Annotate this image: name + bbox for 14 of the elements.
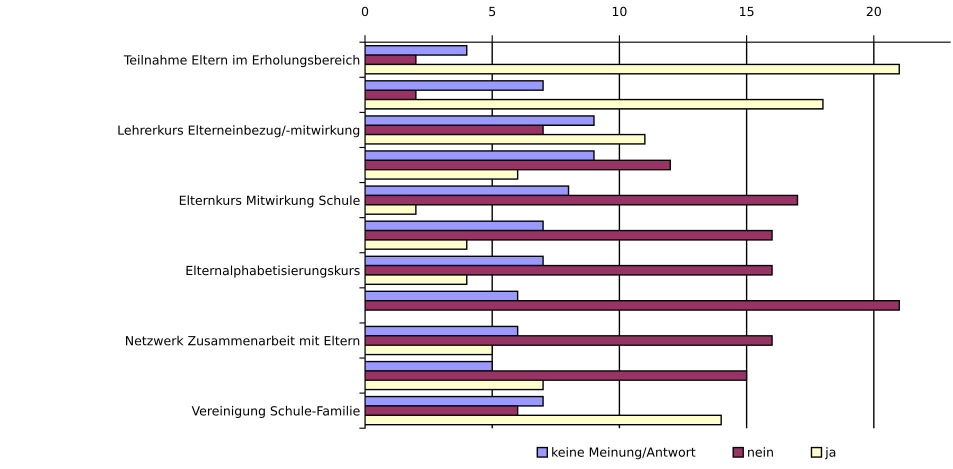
x-tick-label: 20 [866, 6, 881, 16]
y-tick-label: Lehrerkurs Elterneinbezug/-mitwirkung [118, 125, 360, 138]
y-tick-label: Elternkurs Mitwirkung Schule [180, 195, 360, 208]
x-tick-label: 0 [362, 6, 368, 16]
y-tick-label: Netzwerk Zusammenarbeit mit Eltern [126, 336, 360, 346]
y-tick-label: Elternalphabetisierungskurs [186, 266, 360, 278]
y-tick-label: Teilnahme Eltern im Erholungsbereich [124, 55, 360, 68]
x-tick-label: 10 [612, 6, 627, 16]
y-tick-label: Vereinigung Schule-Familie [192, 406, 360, 418]
legend-label: ja [825, 447, 836, 460]
legend-label: nein [748, 447, 773, 457]
legend-label: keine Meinung/Antwort [552, 447, 696, 460]
x-tick-label: 15 [740, 6, 754, 16]
x-tick-label: 5 [489, 6, 496, 16]
